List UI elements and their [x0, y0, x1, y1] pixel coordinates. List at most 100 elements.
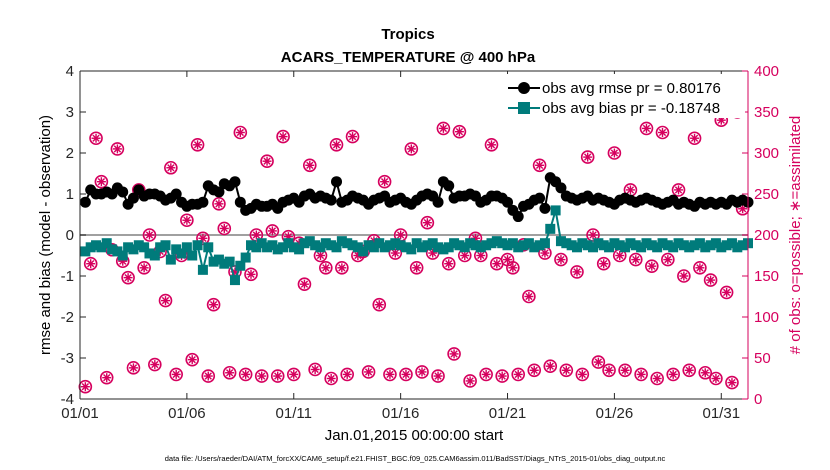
- obs-assimilated-marker: [412, 263, 422, 273]
- asterisk-stroke: [690, 134, 699, 142]
- obs-possible-marker: [409, 260, 424, 275]
- obs-assimilated-marker: [529, 365, 539, 375]
- obs-possible-marker: [142, 228, 157, 242]
- obs-assimilated-marker: [251, 230, 261, 240]
- asterisk-stroke: [290, 370, 298, 379]
- obs-possible-marker: [725, 375, 739, 390]
- obs-assimilated-marker: [262, 156, 272, 166]
- asterisk-stroke: [412, 264, 421, 272]
- bias-marker: [197, 264, 208, 275]
- asterisk-stroke: [562, 366, 570, 374]
- bias-marker: [694, 238, 705, 249]
- obs-assimilated-marker: [401, 369, 411, 379]
- asterisk-stroke: [445, 260, 453, 268]
- bias-marker: [571, 242, 582, 253]
- asterisk-stroke: [680, 272, 688, 280]
- asterisk-stroke: [717, 116, 725, 124]
- obs-possible-marker: [671, 183, 686, 197]
- obs-possible-marker: [511, 367, 526, 382]
- bias-marker: [716, 242, 727, 253]
- bias-marker: [224, 256, 235, 267]
- asterisk-stroke: [455, 128, 464, 136]
- obs-assimilated-marker: [513, 369, 523, 379]
- obs-assimilated-marker: [647, 261, 657, 271]
- legend-box: [505, 74, 745, 118]
- bias-marker: [246, 240, 257, 251]
- bias-marker: [288, 242, 299, 253]
- asterisk-stroke: [626, 186, 635, 194]
- bias-marker: [390, 238, 401, 249]
- right-tick-label: 50: [754, 350, 771, 367]
- asterisk-stroke: [477, 251, 485, 260]
- obs-possible-marker: [570, 265, 584, 279]
- obs-assimilated-marker: [86, 259, 96, 269]
- obs-assimilated-marker: [433, 371, 443, 381]
- bias-marker: [272, 244, 283, 255]
- right-tick-label: 100: [754, 309, 779, 326]
- obs-assimilated-marker: [380, 177, 390, 187]
- bias-marker: [310, 240, 321, 251]
- bias-marker: [395, 240, 406, 251]
- bias-marker: [604, 242, 615, 253]
- bias-marker: [101, 238, 112, 249]
- left-tick-label: 4: [66, 63, 74, 80]
- obs-assimilated-marker: [219, 223, 229, 233]
- bias-marker: [449, 238, 460, 249]
- x-tick-label: 01/31: [703, 405, 741, 422]
- obs-assimilated-marker: [572, 267, 582, 277]
- legend-bias-label: obs avg bias pr = -0.18748: [542, 100, 720, 117]
- obs-assimilated-marker: [657, 128, 667, 137]
- obs-possible-marker: [324, 371, 338, 386]
- obs-possible-marker: [329, 138, 344, 152]
- obs-possible-marker: [404, 142, 419, 156]
- obs-possible-marker: [185, 352, 200, 367]
- asterisk-stroke: [300, 280, 309, 288]
- bias-marker: [438, 244, 449, 255]
- bias-marker: [299, 238, 310, 249]
- bias-marker: [523, 238, 534, 249]
- asterisk-stroke: [193, 141, 202, 149]
- bias-marker: [91, 240, 102, 251]
- obs-possible-marker: [372, 297, 387, 312]
- asterisk-stroke: [167, 164, 175, 172]
- asterisk-stroke: [274, 372, 282, 380]
- obs-assimilated-marker: [695, 263, 705, 273]
- bias-marker: [625, 238, 636, 249]
- obs-assimilated-marker: [481, 369, 491, 379]
- bias-marker: [144, 248, 155, 259]
- obs-possible-marker: [495, 369, 509, 383]
- asterisk-stroke: [81, 383, 90, 391]
- bias-marker: [614, 240, 625, 251]
- left-tick-label: -3: [61, 350, 74, 367]
- bias-marker: [256, 238, 267, 249]
- asterisk-stroke: [509, 264, 517, 272]
- bias-marker: [539, 238, 550, 249]
- obs-possible-marker: [238, 367, 253, 382]
- obs-assimilated-marker: [225, 368, 235, 378]
- right-tick-label: 300: [754, 145, 779, 162]
- bias-marker: [721, 240, 732, 251]
- bias-marker: [577, 238, 588, 249]
- obs-assimilated-marker: [508, 263, 518, 273]
- obs-possible-marker: [335, 260, 349, 275]
- obs-assimilated-marker: [342, 369, 352, 379]
- asterisk-stroke: [327, 374, 335, 383]
- asterisk-stroke: [594, 358, 603, 366]
- bias-marker: [117, 250, 128, 261]
- legend-rmse-marker: [518, 82, 530, 94]
- left-tick-label: 1: [66, 186, 74, 203]
- asterisk-stroke: [348, 132, 357, 141]
- right-tick-label: 200: [754, 227, 779, 244]
- bias-marker: [203, 242, 214, 253]
- bias-marker: [379, 242, 390, 253]
- bias-marker: [112, 246, 123, 257]
- asterisk-stroke: [541, 249, 549, 257]
- rmse-marker: [197, 196, 209, 208]
- asterisk-stroke: [685, 366, 693, 374]
- obs-possible-marker: [164, 160, 178, 175]
- obs-possible-marker: [719, 285, 734, 300]
- bias-marker: [278, 242, 289, 253]
- obs-possible-marker: [431, 369, 445, 383]
- rmse-marker: [234, 196, 246, 208]
- obs-possible-marker: [196, 231, 210, 246]
